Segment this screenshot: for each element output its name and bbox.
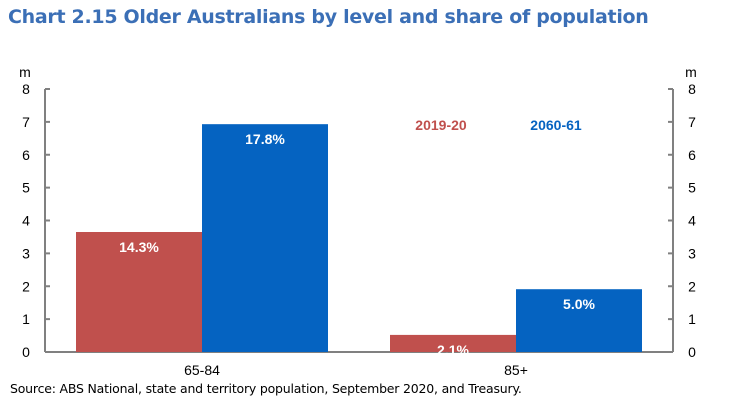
right-tick-label: 0 bbox=[688, 344, 696, 360]
left-axis-unit: m bbox=[19, 64, 31, 80]
data-label: 5.0% bbox=[563, 296, 595, 312]
bar-2060-61-85+ bbox=[516, 289, 642, 352]
left-tick-label: 3 bbox=[22, 245, 30, 261]
data-label: 2.1% bbox=[437, 342, 469, 358]
right-tick-label: 3 bbox=[688, 245, 696, 261]
right-tick-label: 5 bbox=[688, 180, 696, 196]
chart-title: Chart 2.15 Older Australians by level an… bbox=[8, 6, 649, 28]
right-tick-label: 8 bbox=[688, 81, 696, 97]
right-tick-label: 7 bbox=[688, 114, 696, 130]
data-label: 17.8% bbox=[245, 131, 285, 147]
legend-2060-61: 2060-61 bbox=[530, 117, 582, 133]
bar-2019-20-85+ bbox=[390, 334, 516, 352]
left-tick-label: 4 bbox=[22, 213, 30, 229]
left-tick-label: 8 bbox=[22, 81, 30, 97]
left-tick-label: 5 bbox=[22, 180, 30, 196]
left-tick-label: 1 bbox=[22, 311, 30, 327]
chart-source: Source: ABS National, state and territor… bbox=[10, 381, 522, 396]
category-label: 85+ bbox=[504, 362, 528, 378]
left-tick-label: 0 bbox=[22, 344, 30, 360]
bar-2060-61-65-84 bbox=[202, 124, 328, 353]
right-tick-label: 4 bbox=[688, 213, 696, 229]
right-tick-label: 2 bbox=[688, 278, 696, 294]
right-axis-unit: m bbox=[685, 64, 697, 80]
right-tick-label: 6 bbox=[688, 147, 696, 163]
left-tick-label: 6 bbox=[22, 147, 30, 163]
bar-2019-20-65-84 bbox=[76, 232, 202, 352]
left-tick-label: 7 bbox=[22, 114, 30, 130]
data-label: 14.3% bbox=[119, 239, 159, 255]
category-label: 65-84 bbox=[184, 362, 220, 378]
right-tick-label: 1 bbox=[688, 311, 696, 327]
legend-2019-20: 2019-20 bbox=[415, 117, 467, 133]
left-tick-label: 2 bbox=[22, 278, 30, 294]
